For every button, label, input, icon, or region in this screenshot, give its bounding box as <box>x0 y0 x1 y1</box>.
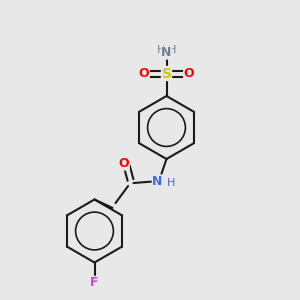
Text: O: O <box>184 67 194 80</box>
Text: O: O <box>118 157 129 170</box>
Text: N: N <box>152 175 163 188</box>
Text: F: F <box>90 276 99 290</box>
Text: O: O <box>139 67 149 80</box>
Text: H: H <box>157 45 165 55</box>
Text: H: H <box>168 45 176 55</box>
Text: H: H <box>167 178 175 188</box>
Text: S: S <box>161 67 172 80</box>
Text: N: N <box>161 46 172 59</box>
